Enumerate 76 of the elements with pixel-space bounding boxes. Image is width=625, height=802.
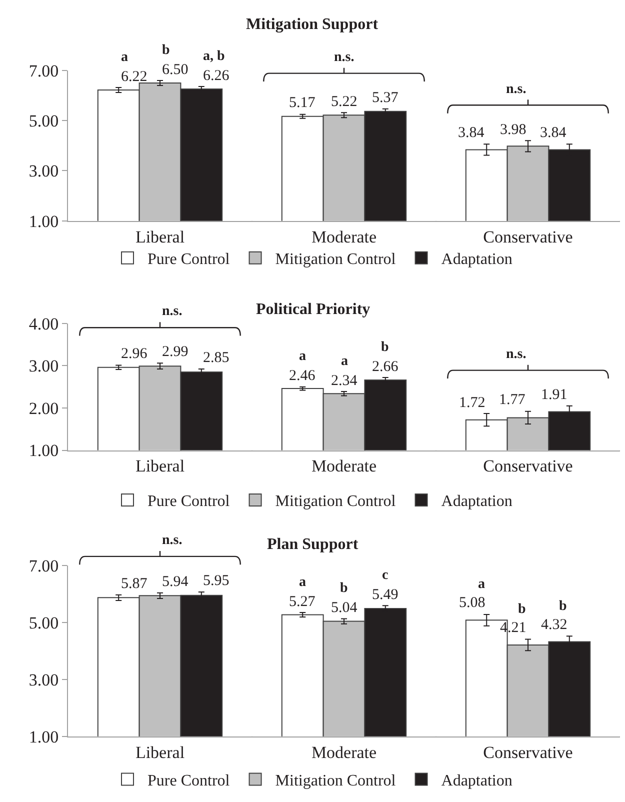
y-tick-label: 1.00	[28, 727, 59, 746]
text: n.s.	[162, 533, 182, 548]
data-label: 2.99	[162, 344, 188, 360]
x-tick-label: Moderate	[311, 742, 377, 762]
data-label: 4.32	[541, 617, 568, 633]
data-label: 5.17	[289, 95, 316, 111]
data-label: 6.22	[121, 69, 148, 85]
data-label: 5.22	[331, 94, 358, 110]
annotation: b	[518, 602, 526, 617]
data-label: 3.84	[458, 125, 485, 141]
data-label: 2.85	[203, 350, 230, 366]
data-label: 1.77	[499, 392, 526, 408]
annotation: a	[299, 575, 306, 590]
y-tick-label: 7.00	[28, 556, 59, 576]
data-label: 5.27	[289, 594, 316, 610]
data-label: 5.95	[203, 573, 230, 589]
data-label: 2.96	[121, 346, 148, 362]
data-label: 6.26	[203, 68, 230, 84]
annotation: b	[381, 340, 389, 355]
legend-label: Pure Control	[148, 251, 230, 268]
legend-label: Mitigation Control	[275, 772, 396, 790]
text: b	[162, 43, 170, 58]
y-tick-label: 4.00	[28, 314, 59, 334]
data-label: 2.46	[289, 368, 316, 384]
data-label: 5.94	[162, 574, 189, 590]
annotation: a	[478, 577, 485, 592]
annotation: c	[382, 568, 388, 583]
chart-title: Political Priority	[256, 301, 370, 318]
y-tick-label: 2.00	[28, 398, 59, 418]
text: a	[121, 50, 128, 65]
y-tick-label: 3.00	[28, 356, 59, 376]
data-label: 2.34	[331, 373, 358, 389]
data-label: 1.72	[459, 395, 486, 411]
text: n.s.	[162, 304, 182, 319]
data-label: 5.04	[331, 600, 358, 616]
y-tick-label: 7.00	[28, 61, 59, 80]
y-tick-label: 5.00	[28, 112, 59, 131]
chart-title: Mitigation Support	[246, 16, 379, 33]
legend-label: Mitigation Control	[275, 493, 396, 510]
x-tick-label: Conservative	[483, 227, 573, 246]
x-tick-label: Liberal	[135, 742, 185, 762]
y-tick-label: 1.00	[28, 441, 59, 460]
x-tick-label: Moderate	[311, 227, 377, 246]
y-tick-label: 5.00	[28, 613, 59, 632]
y-tick-label: 1.00	[28, 212, 59, 231]
data-label: 5.37	[372, 90, 399, 106]
legend-label: Adaptation	[441, 251, 512, 268]
annotation: b	[559, 599, 567, 614]
annotation: n.s.	[506, 82, 526, 97]
y-tick-label: 3.00	[28, 670, 59, 690]
annotation: b	[340, 581, 348, 596]
legend-label: Adaptation	[441, 772, 512, 790]
data-label: 5.08	[459, 595, 486, 611]
x-tick-label: Moderate	[311, 456, 377, 476]
text: a, b	[203, 49, 225, 64]
x-tick-label: Liberal	[135, 227, 185, 246]
data-label: 6.50	[162, 62, 188, 78]
x-tick-label: Liberal	[135, 456, 185, 476]
data-label: 1.91	[541, 387, 568, 403]
y-tick-label: 3.00	[28, 162, 59, 181]
annotation: n.s.	[506, 347, 526, 362]
legend-label: Mitigation Control	[275, 251, 396, 268]
chart-title: Plan Support	[267, 536, 359, 553]
data-label: 5.87	[121, 576, 148, 592]
data-label: 2.66	[372, 359, 399, 375]
legend-label: Pure Control	[148, 772, 230, 790]
annotation: a	[299, 349, 306, 364]
data-label: 3.98	[500, 122, 526, 138]
legend-label: Pure Control	[148, 493, 230, 510]
x-tick-label: Conservative	[483, 742, 573, 762]
data-label: 5.49	[372, 587, 398, 603]
legend-label: Adaptation	[441, 493, 512, 510]
text: n.s.	[334, 50, 354, 65]
data-label: 3.84	[540, 125, 567, 141]
annotation: a	[341, 354, 348, 369]
x-tick-label: Conservative	[483, 456, 573, 476]
